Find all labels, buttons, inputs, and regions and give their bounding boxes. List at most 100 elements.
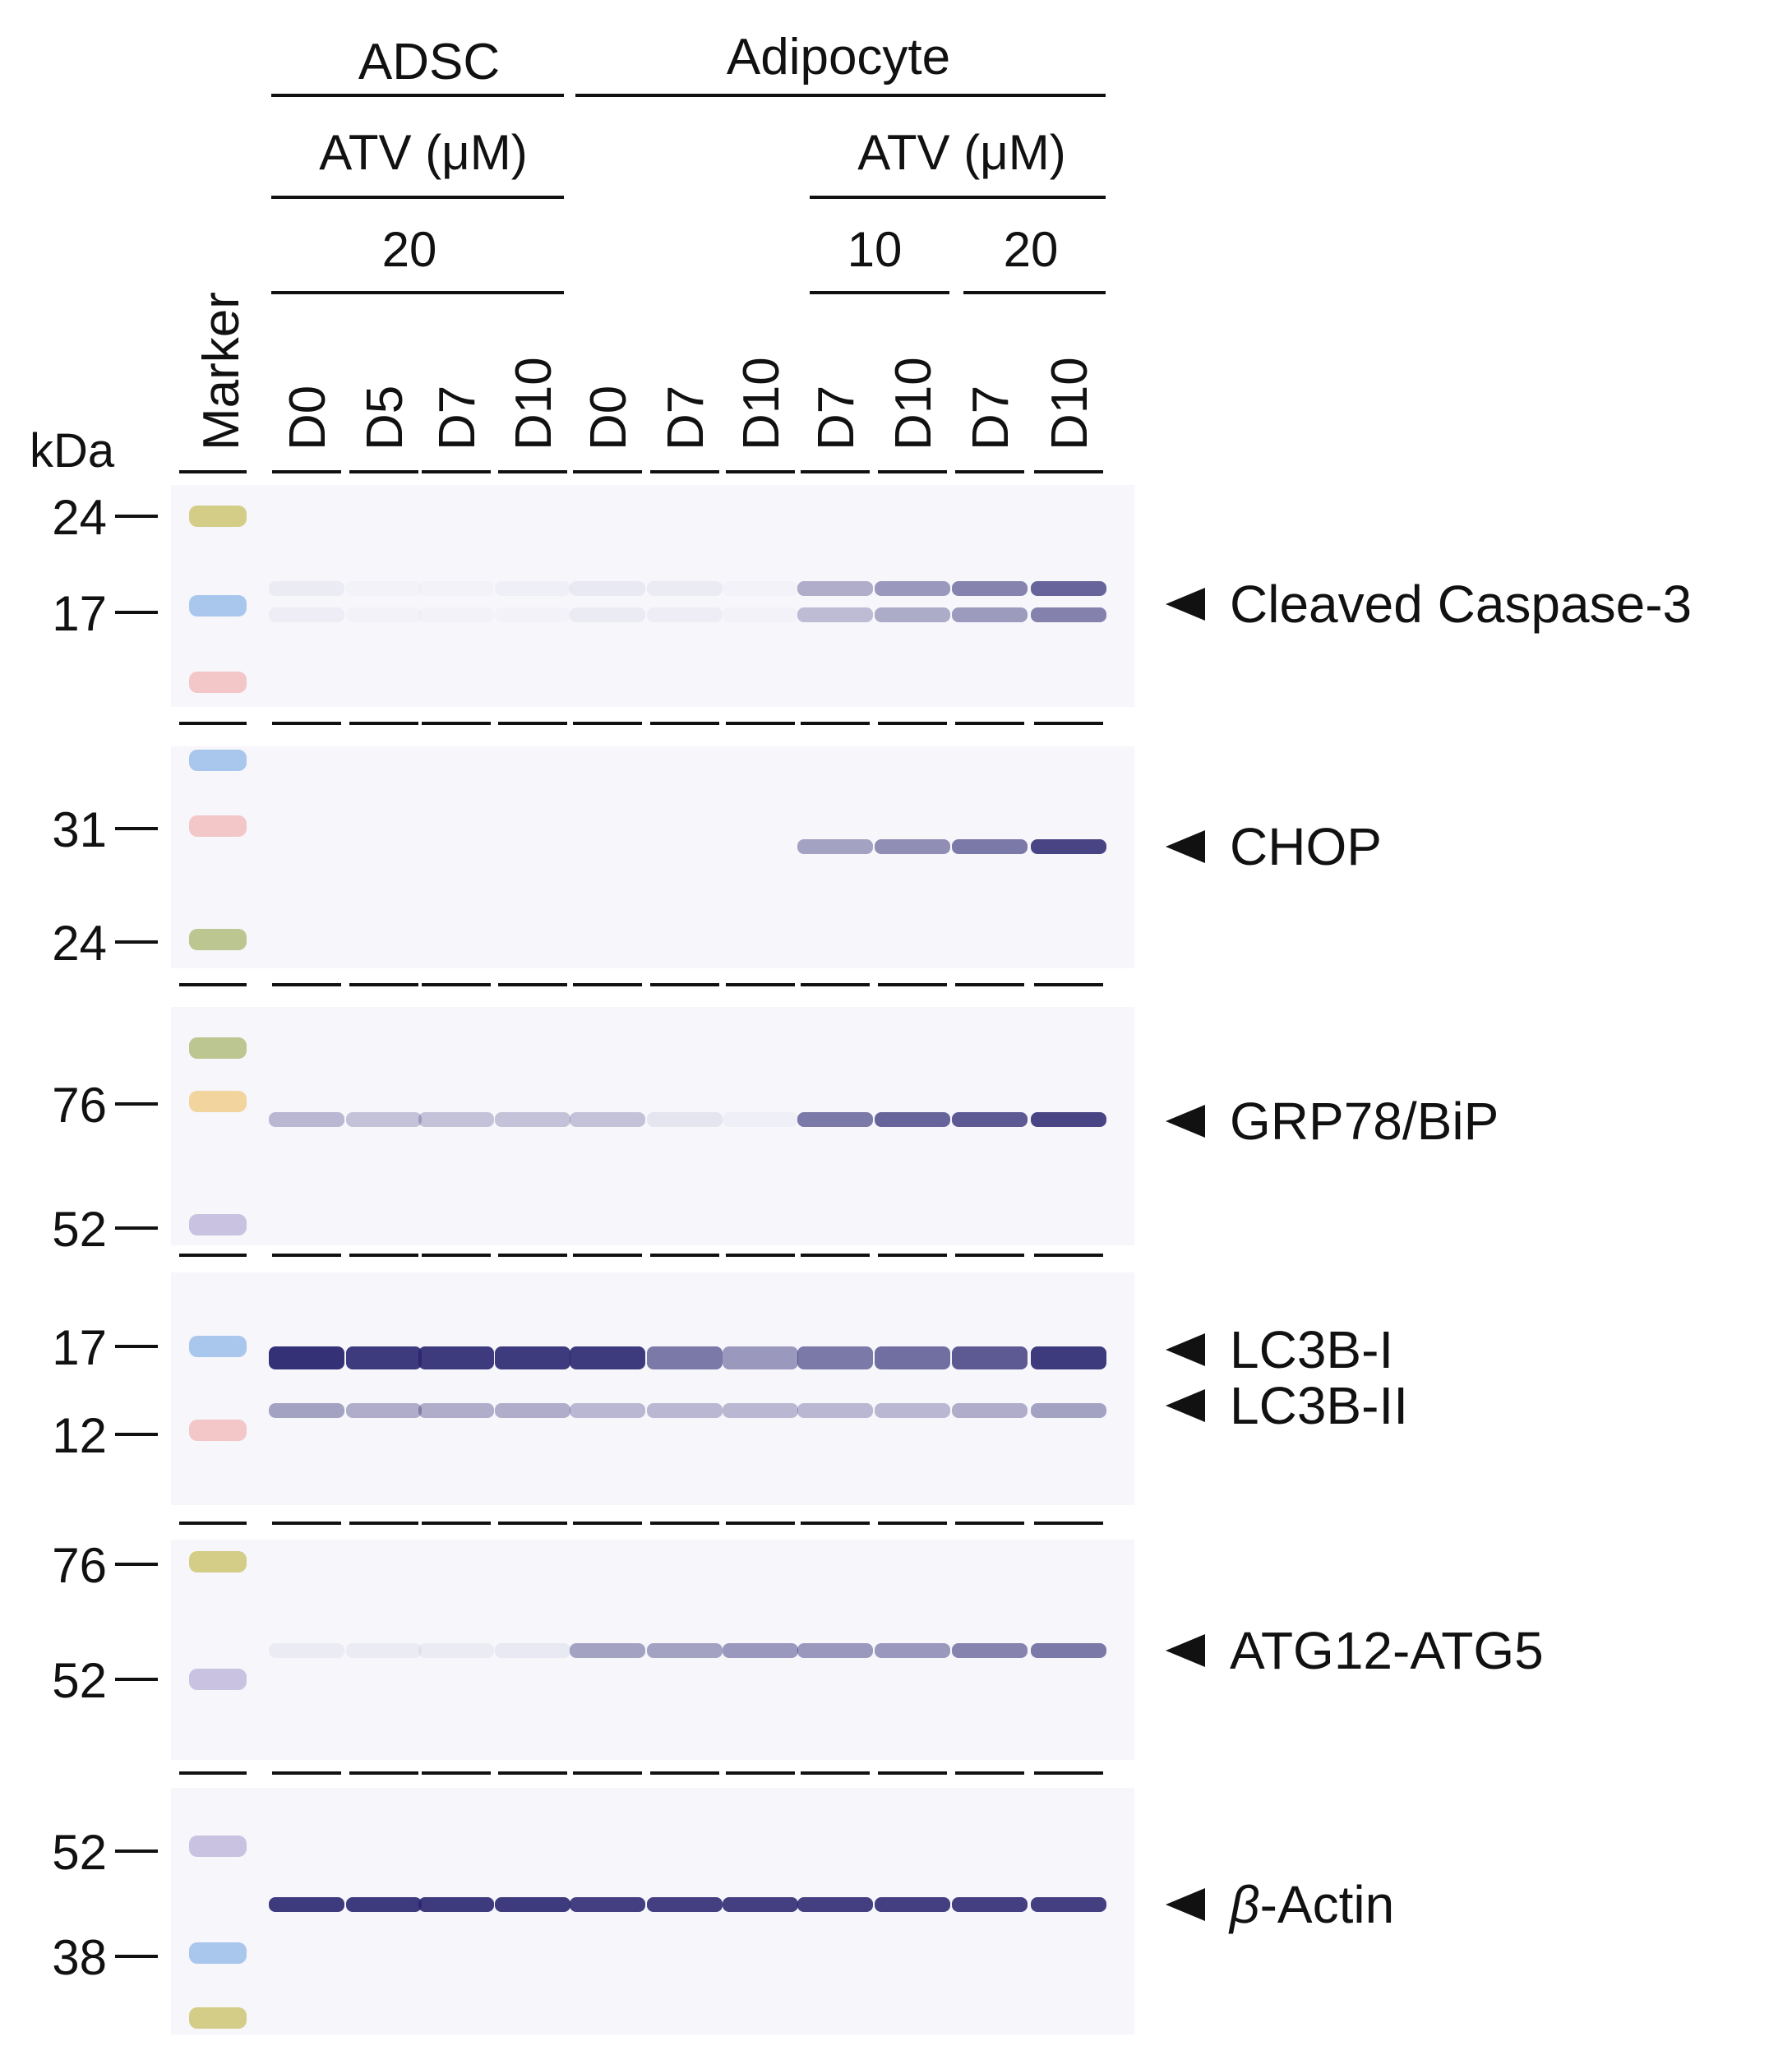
band <box>269 1346 344 1369</box>
arrow-icon <box>1166 830 1205 863</box>
lane-label: D7 <box>658 386 714 450</box>
blot-panel: 76 52 GRP78/BiP <box>52 1007 1499 1257</box>
band <box>269 607 344 622</box>
marker-band <box>189 2007 247 2029</box>
band <box>952 581 1028 596</box>
band <box>647 1112 723 1127</box>
marker-band <box>189 672 247 693</box>
mw-label: 76 <box>52 1538 107 1593</box>
band <box>723 1112 798 1127</box>
arrow-icon <box>1166 1105 1205 1138</box>
marker-band <box>189 1669 247 1690</box>
band <box>495 581 570 596</box>
band <box>875 581 950 596</box>
mw-label: 38 <box>52 1930 107 1985</box>
marker-band <box>189 815 247 837</box>
marker-band <box>189 1420 247 1441</box>
band <box>495 607 570 622</box>
marker-band <box>189 1214 247 1235</box>
lane-label: D10 <box>1041 357 1098 450</box>
mw-label: 12 <box>52 1408 107 1463</box>
marker-band <box>189 1836 247 1857</box>
mw-label: 24 <box>52 916 107 971</box>
mw-label: 52 <box>52 1653 107 1708</box>
marker-band <box>189 1551 247 1572</box>
band <box>346 607 422 622</box>
band <box>797 1346 873 1369</box>
band <box>1031 839 1106 854</box>
target-label: Cleaved Caspase-3 <box>1230 575 1692 634</box>
dose-adipocyte-high: 20 <box>1004 222 1059 277</box>
marker-band <box>189 750 247 771</box>
band <box>797 1112 873 1127</box>
lane-label: D10 <box>733 357 790 450</box>
blot-panel: 52 38 β-Actin <box>52 1788 1394 2034</box>
band <box>723 1643 798 1658</box>
marker-band <box>189 506 247 527</box>
marker-band <box>189 595 247 616</box>
band <box>495 1403 570 1418</box>
band <box>647 1403 723 1418</box>
band <box>570 1346 645 1369</box>
dose-adipocyte-low: 10 <box>848 222 903 277</box>
band <box>1031 607 1106 622</box>
band <box>570 1112 645 1127</box>
band <box>875 1112 950 1127</box>
mw-label: 76 <box>52 1078 107 1133</box>
marker-band <box>189 1336 247 1357</box>
band <box>269 581 344 596</box>
band <box>647 1897 723 1912</box>
band <box>570 1897 645 1912</box>
band <box>647 581 723 596</box>
band <box>570 1643 645 1658</box>
target-label: ATG12-ATG5 <box>1230 1621 1544 1680</box>
lane-label: D10 <box>885 357 942 450</box>
arrow-icon <box>1166 588 1205 621</box>
arrow-icon <box>1166 1634 1205 1667</box>
lane-label: D7 <box>808 386 865 450</box>
band <box>346 1897 422 1912</box>
band <box>952 1403 1028 1418</box>
band <box>346 581 422 596</box>
band <box>495 1112 570 1127</box>
band <box>269 1643 344 1658</box>
band <box>875 1403 950 1418</box>
band <box>797 607 873 622</box>
band <box>1031 581 1106 596</box>
band <box>346 1403 422 1418</box>
band <box>952 1346 1028 1369</box>
band <box>797 1643 873 1658</box>
band <box>952 1112 1028 1127</box>
lane-label: D7 <box>963 386 1019 450</box>
band <box>952 839 1028 854</box>
band <box>647 607 723 622</box>
band <box>797 1403 873 1418</box>
band <box>723 1897 798 1912</box>
band <box>346 1346 422 1369</box>
band <box>418 1112 494 1127</box>
band <box>1031 1403 1106 1418</box>
band <box>797 839 873 854</box>
band <box>875 1643 950 1658</box>
band <box>952 1643 1028 1658</box>
blot-panel: 76 52 ATG12-ATG5 <box>52 1538 1544 1775</box>
band <box>346 1643 422 1658</box>
blot-panels: 24 17 Cleaved Caspase-3 31 24 CHOP 76 52 GRP78/B… <box>52 485 1692 2034</box>
band <box>570 607 645 622</box>
band <box>875 1346 950 1369</box>
band <box>647 1346 723 1369</box>
group-label-adsc: ADSC <box>358 34 500 90</box>
mw-label: 52 <box>52 1202 107 1257</box>
lane-label: D0 <box>279 386 336 450</box>
band <box>269 1897 344 1912</box>
target-label: GRP78/BiP <box>1230 1092 1499 1151</box>
band <box>647 1643 723 1658</box>
band <box>418 1403 494 1418</box>
marker-band <box>189 1942 247 1964</box>
mw-label: 17 <box>52 1320 107 1375</box>
arrow-icon <box>1166 1333 1205 1366</box>
marker-band <box>189 1037 247 1059</box>
blot-panel: 31 24 CHOP <box>52 746 1382 986</box>
